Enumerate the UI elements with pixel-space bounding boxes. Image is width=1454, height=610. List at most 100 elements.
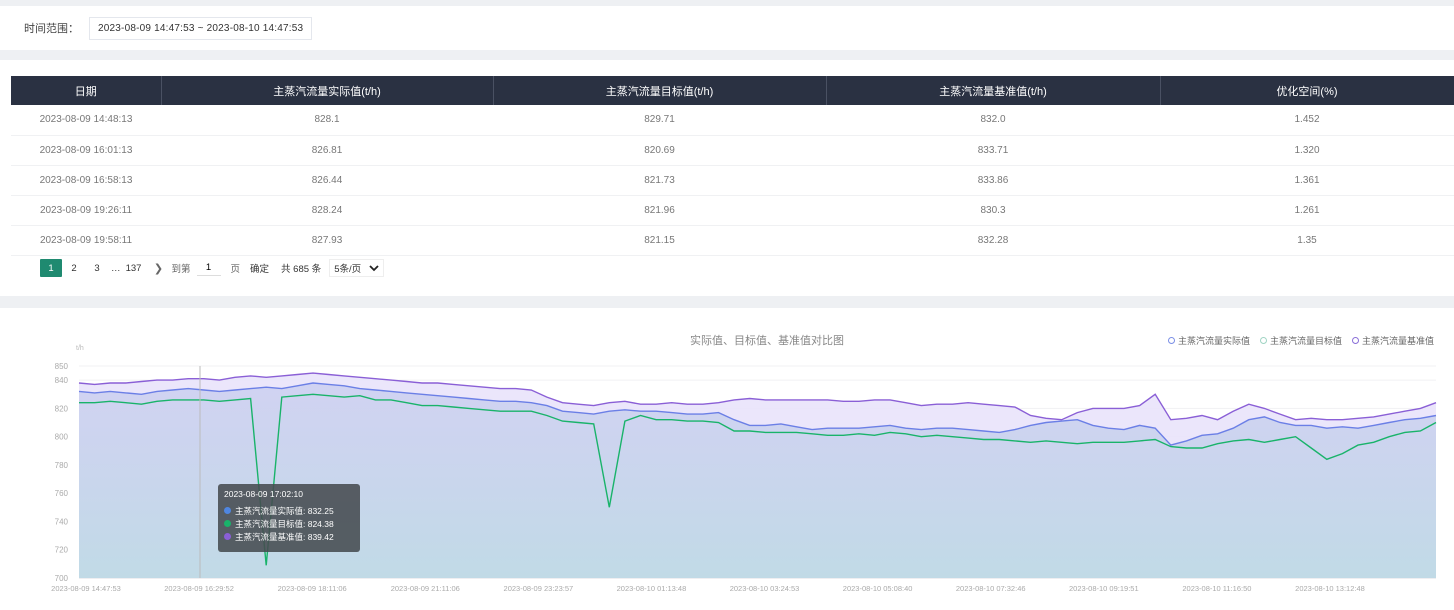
col-header-optimization[interactable]: 优化空间(%) xyxy=(1160,76,1454,105)
cell-actual: 827.93 xyxy=(161,225,493,256)
cell-optimization: 1.261 xyxy=(1160,195,1454,226)
x-tick-label: 2023-08-10 07:32:46 xyxy=(956,584,1026,593)
chart-tooltip: 2023-08-09 17:02:10 主蒸汽流量实际值: 832.25 主蒸汽… xyxy=(218,484,360,552)
tooltip-row-baseline: 主蒸汽流量基准值: 839.42 xyxy=(224,530,354,543)
y-tick-label: 820 xyxy=(55,404,69,413)
tooltip-dot xyxy=(224,520,231,527)
x-tick-label: 2023-08-09 23:23:57 xyxy=(504,584,574,593)
comparison-chart[interactable]: t/h 850 840 820 800 780 760 740 720 700 2023-08-0… xyxy=(0,308,1454,610)
y-tick-label: 800 xyxy=(55,433,69,442)
y-tick-label: 760 xyxy=(55,489,69,498)
cell-optimization: 1.452 xyxy=(1160,105,1454,136)
cell-baseline: 830.3 xyxy=(826,195,1160,226)
legend-label: 主蒸汽流量实际值 xyxy=(1177,336,1250,346)
page-button-3[interactable]: 3 xyxy=(94,262,100,274)
tooltip-value: 主蒸汽流量实际值: 832.25 xyxy=(235,505,334,516)
tooltip-time: 2023-08-09 17:02:10 xyxy=(224,489,303,499)
cell-actual: 826.81 xyxy=(161,135,493,166)
chart-title: 实际值、目标值、基准值对比图 xyxy=(690,335,844,347)
legend-item-target[interactable]: 主蒸汽流量目标值 xyxy=(1259,334,1342,347)
chart-panel: t/h 850 840 820 800 780 760 740 720 700 2023-08-0… xyxy=(0,308,1454,610)
legend-item-actual[interactable]: 主蒸汽流量实际值 xyxy=(1167,334,1250,347)
cell-actual: 826.44 xyxy=(161,165,493,196)
cell-actual: 828.24 xyxy=(161,195,493,226)
page-size-value: 5条/页 xyxy=(334,264,362,275)
y-tick-label: 720 xyxy=(55,546,69,555)
legend-item-baseline[interactable]: 主蒸汽流量基准值 xyxy=(1351,334,1434,347)
legend-swatch xyxy=(1167,337,1175,344)
filter-bar: 时间范围： 2023-08-09 14:47:53 ~ 2023-08-10 1… xyxy=(0,6,1454,50)
cell-optimization: 1.320 xyxy=(1160,135,1454,166)
tooltip-row-target: 主蒸汽流量目标值: 824.38 xyxy=(224,517,354,530)
actual-area xyxy=(79,383,1436,578)
cell-target: 821.73 xyxy=(493,165,826,196)
legend-label: 主蒸汽流量目标值 xyxy=(1269,336,1342,346)
col-header-baseline[interactable]: 主蒸汽流量基准值(t/h) xyxy=(826,76,1161,105)
baseline-series-line xyxy=(78,372,1437,421)
page-size-select[interactable]: 5条/页 xyxy=(329,259,385,277)
legend-label: 主蒸汽流量基准值 xyxy=(1361,336,1434,346)
table-row: 2023-08-09 16:01:13 826.81 820.69 833.71… xyxy=(11,135,1454,166)
cell-actual: 828.1 xyxy=(161,105,493,136)
page-button-1[interactable]: 1 xyxy=(40,259,62,277)
chevron-right-icon[interactable]: ❯ xyxy=(153,262,164,275)
target-series-line xyxy=(79,393,1437,566)
pagination: 1 2 3 … 137 ❯ 到第 页 确定 共 685 条 5条/页 xyxy=(40,259,385,277)
time-range-label: 时间范围： xyxy=(24,23,79,35)
cell-date: 2023-08-09 19:58:11 xyxy=(11,225,161,256)
cell-date: 2023-08-09 19:26:11 xyxy=(11,195,161,226)
cell-target: 821.15 xyxy=(493,225,826,256)
x-tick-label: 2023-08-10 11:16:50 xyxy=(1182,584,1251,593)
table-header-row: 日期 主蒸汽流量实际值(t/h) 主蒸汽流量目标值(t/h) 主蒸汽流量基准值(… xyxy=(11,76,1454,105)
x-tick-label: 2023-08-10 09:19:51 xyxy=(1069,584,1139,593)
tooltip-dot xyxy=(224,533,231,540)
total-count: 共 685 条 xyxy=(281,264,322,275)
page-button-2[interactable]: 2 xyxy=(71,262,77,274)
x-tick-label: 2023-08-09 14:47:53 xyxy=(51,584,121,593)
chevron-down-icon xyxy=(369,265,379,272)
y-tick-label: 740 xyxy=(55,517,69,526)
actual-series-line xyxy=(78,382,1437,446)
legend-swatch xyxy=(1351,337,1359,344)
tooltip-value: 主蒸汽流量目标值: 824.38 xyxy=(235,518,334,529)
cell-optimization: 1.35 xyxy=(1160,225,1454,256)
x-tick-label: 2023-08-10 05:08:40 xyxy=(843,584,913,593)
cell-date: 2023-08-09 14:48:13 xyxy=(11,105,161,136)
page-ellipsis[interactable]: … xyxy=(111,262,121,274)
y-axis-unit: t/h xyxy=(76,345,84,352)
table-row: 2023-08-09 19:26:11 828.24 821.96 830.3 … xyxy=(11,195,1454,226)
cell-baseline: 832.0 xyxy=(826,105,1160,136)
col-header-actual[interactable]: 主蒸汽流量实际值(t/h) xyxy=(161,76,494,105)
cell-target: 820.69 xyxy=(493,135,826,166)
data-table: 日期 主蒸汽流量实际值(t/h) 主蒸汽流量目标值(t/h) 主蒸汽流量基准值(… xyxy=(11,76,1454,256)
cell-baseline: 832.28 xyxy=(826,225,1160,256)
table-panel: 日期 主蒸汽流量实际值(t/h) 主蒸汽流量目标值(t/h) 主蒸汽流量基准值(… xyxy=(0,60,1454,296)
cell-date: 2023-08-09 16:01:13 xyxy=(11,135,161,166)
cell-target: 829.71 xyxy=(493,105,826,136)
table-row: 2023-08-09 19:58:11 827.93 821.15 832.28… xyxy=(11,225,1454,256)
cell-date: 2023-08-09 16:58:13 xyxy=(11,165,161,196)
y-tick-label: 700 xyxy=(55,574,69,583)
page-button-last[interactable]: 137 xyxy=(125,262,142,274)
x-tick-label: 2023-08-09 18:11:06 xyxy=(278,584,347,593)
x-tick-label: 2023-08-10 01:13:48 xyxy=(617,584,687,593)
cell-baseline: 833.86 xyxy=(826,165,1160,196)
tooltip-row-actual: 主蒸汽流量实际值: 832.25 xyxy=(224,504,354,517)
y-tick-label: 850 xyxy=(55,362,69,371)
table-row: 2023-08-09 14:48:13 828.1 829.71 832.0 1… xyxy=(11,105,1454,136)
y-tick-label: 780 xyxy=(55,461,69,470)
cell-baseline: 833.71 xyxy=(826,135,1160,166)
x-tick-label: 2023-08-09 16:29:52 xyxy=(164,584,234,593)
col-header-target[interactable]: 主蒸汽流量目标值(t/h) xyxy=(493,76,827,105)
chart-legend: 主蒸汽流量实际值 主蒸汽流量目标值 主蒸汽流量基准值 xyxy=(1158,334,1434,347)
time-range-picker[interactable]: 2023-08-09 14:47:53 ~ 2023-08-10 14:47:5… xyxy=(89,16,313,40)
cell-target: 821.96 xyxy=(493,195,826,226)
goto-page-input[interactable] xyxy=(196,260,221,276)
x-tick-label: 2023-08-10 03:24:53 xyxy=(730,584,800,593)
cell-optimization: 1.361 xyxy=(1160,165,1454,196)
confirm-button[interactable]: 确定 xyxy=(250,264,270,275)
tooltip-value: 主蒸汽流量基准值: 839.42 xyxy=(235,531,334,542)
col-header-date[interactable]: 日期 xyxy=(11,76,162,105)
tooltip-dot xyxy=(224,507,231,514)
goto-label: 到第 xyxy=(171,264,191,275)
